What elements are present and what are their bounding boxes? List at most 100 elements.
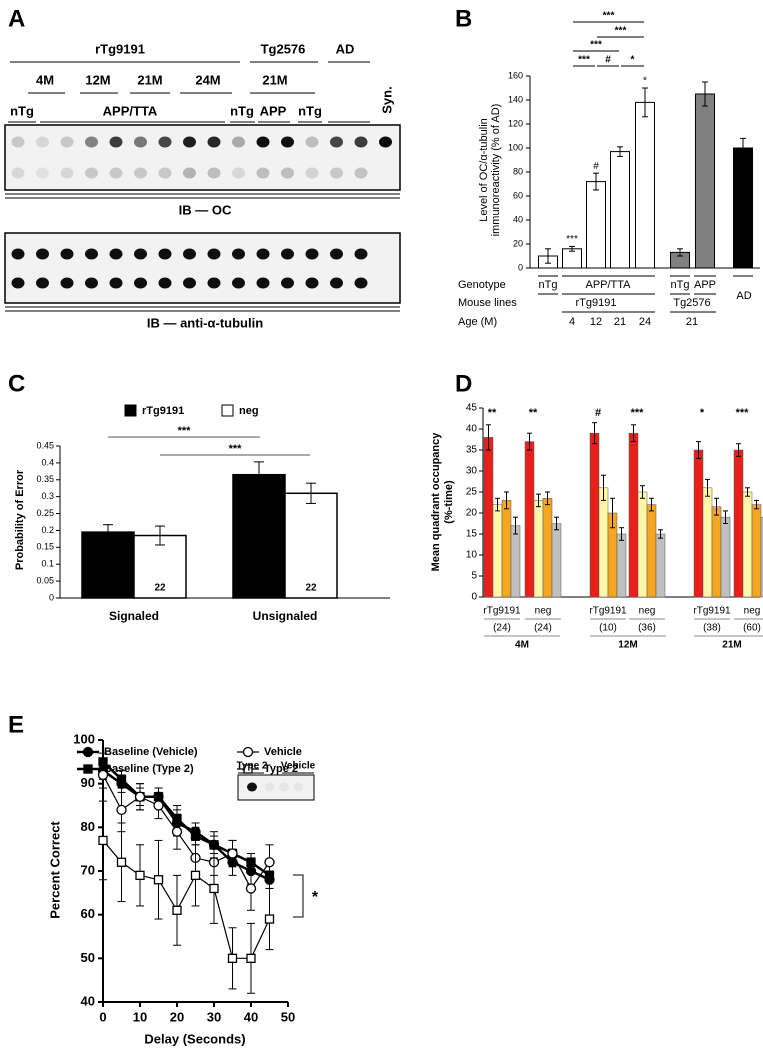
blot-dot <box>207 136 221 148</box>
x-axis-label: Delay (Seconds) <box>144 1031 245 1046</box>
marker <box>209 840 219 850</box>
blot-dot <box>11 167 25 179</box>
age-label: 4 <box>569 316 575 328</box>
age-label: 21 <box>686 316 698 328</box>
row-label: Age (M) <box>458 316 497 328</box>
y-tick-label: 40 <box>81 993 95 1008</box>
blot-dot <box>279 782 289 792</box>
blot-dot <box>85 277 98 289</box>
genotype-label: nTg <box>298 103 322 118</box>
blot-dot <box>281 167 294 179</box>
blot-dot <box>60 277 74 289</box>
blot-dot <box>158 248 172 260</box>
age-label: 12M <box>85 72 110 87</box>
mouse-line-label: rTg9191 <box>576 297 617 309</box>
blot-dot <box>305 277 319 289</box>
blot-label: IB — anti-α-tubulin <box>147 315 263 330</box>
bar <box>586 181 606 269</box>
bar <box>616 533 627 598</box>
y-tick-label: 35 <box>466 445 478 456</box>
series-line <box>102 840 271 959</box>
age-label: 21 <box>614 316 626 328</box>
y-tick-label: 40 <box>466 424 478 435</box>
marker <box>264 857 275 868</box>
legend-label: Baseline (Type 2) <box>104 763 194 775</box>
blot-dot <box>354 136 368 148</box>
y-tick-label: 0.1 <box>41 559 54 569</box>
genotype-label: nTg <box>539 279 558 291</box>
marker <box>190 870 201 881</box>
genotype-label: APP <box>694 279 716 291</box>
series-line <box>102 760 271 877</box>
y-tick-label: 0.45 <box>36 440 54 450</box>
bar <box>760 516 763 598</box>
y-tick-label: 0.2 <box>41 525 54 535</box>
significance-label: * <box>700 407 705 419</box>
significance-label: ** <box>529 407 538 419</box>
comparison-label: *** <box>603 11 615 22</box>
n-label: 22 <box>305 583 317 594</box>
y-tick-label: 50 <box>81 950 95 965</box>
standard-label: Syn. <box>379 86 394 113</box>
significance-label: ** <box>488 407 497 419</box>
bar <box>646 504 657 598</box>
y-tick-label: 0.05 <box>36 575 54 585</box>
comparison-label: # <box>605 55 611 66</box>
bar <box>598 487 609 598</box>
y-tick-label: 10 <box>466 550 478 561</box>
blot-dot <box>232 167 245 179</box>
bar <box>628 432 639 598</box>
bar <box>751 504 762 598</box>
marker <box>116 857 127 867</box>
x-tick-label: Signaled <box>109 609 159 623</box>
bar <box>524 441 535 598</box>
marker <box>227 848 238 859</box>
line-label: Tg2576 <box>261 41 306 56</box>
y-tick-label: 30 <box>466 466 478 477</box>
marker <box>242 746 254 758</box>
marker <box>98 835 108 846</box>
blot-dot <box>207 277 221 289</box>
y-axis-label: Probability of Error <box>14 469 26 570</box>
blot-dot <box>281 248 294 260</box>
sample-size: (24) <box>534 623 552 634</box>
blot-dot <box>354 167 368 179</box>
blot-dot <box>134 248 147 260</box>
x-tick-label: neg <box>744 606 761 617</box>
x-tick-label: rTg9191 <box>693 606 731 617</box>
legend-swatch <box>124 404 137 417</box>
y-axis-label: Mean quadrant occupancy <box>430 432 442 572</box>
blot-dot <box>109 248 123 260</box>
marker <box>116 804 127 816</box>
bar <box>542 498 553 598</box>
sample-size: (36) <box>638 623 656 634</box>
bar <box>284 492 338 599</box>
blot-dot <box>60 136 74 148</box>
bar <box>232 473 286 599</box>
x-tick-label: rTg9191 <box>589 606 627 617</box>
comparison-label: *** <box>578 55 590 66</box>
legend-label: rTg9191 <box>142 405 184 417</box>
blot-dot <box>281 136 294 148</box>
blot-dot <box>265 782 275 792</box>
inset-label: Type 2 <box>237 761 268 772</box>
comparison-label: * <box>631 55 635 66</box>
blot-dot <box>207 167 221 179</box>
age-label: 4M <box>36 72 54 87</box>
age-label: 24 <box>639 316 651 328</box>
marker <box>245 883 257 894</box>
y-tick-label: 100 <box>73 731 95 746</box>
marker <box>135 870 145 881</box>
comparison-label: *** <box>178 425 192 437</box>
marker <box>97 769 109 781</box>
x-tick-label: 30 <box>207 1009 221 1024</box>
bar <box>733 449 744 598</box>
blot-dot <box>36 136 49 148</box>
row-label: Mouse lines <box>458 297 517 309</box>
x-tick-label: 10 <box>133 1009 147 1024</box>
marker <box>246 953 256 963</box>
bar <box>483 437 494 598</box>
marker <box>134 791 146 802</box>
blot-dot <box>379 136 392 148</box>
